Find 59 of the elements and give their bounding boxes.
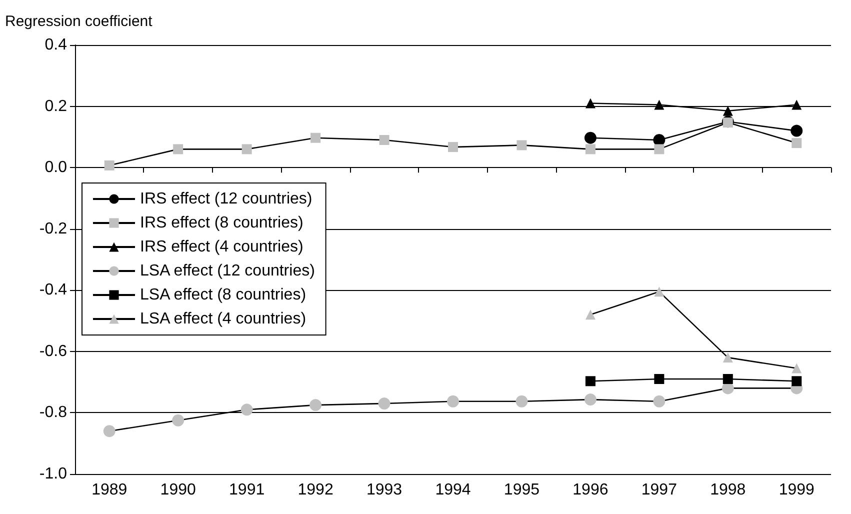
point	[722, 374, 733, 384]
x-tick-label: 1995	[504, 482, 540, 498]
point	[104, 160, 114, 170]
y-tick-label: -0.4	[39, 282, 68, 299]
legend-label: IRS effect (8 countries)	[140, 214, 304, 232]
point	[654, 374, 664, 384]
point	[103, 425, 116, 438]
point	[792, 138, 802, 148]
point	[172, 414, 184, 426]
x-tick-label: 1998	[710, 482, 746, 498]
point	[792, 100, 802, 110]
legend-label: LSA effect (4 countries)	[140, 310, 306, 328]
y-tick-label: 0.0	[44, 159, 68, 176]
point	[585, 376, 596, 386]
point	[654, 144, 664, 154]
y-tick-label: 0.4	[44, 36, 68, 54]
legend-label: LSA effect (8 countries)	[140, 286, 306, 304]
point	[585, 144, 596, 154]
y-tick-label: 0.2	[44, 98, 68, 115]
y-axis-title: Regression coefficient	[5, 13, 154, 30]
point	[584, 394, 596, 406]
legend-label: LSA effect (12 countries)	[140, 262, 315, 280]
x-tick-label: 1993	[366, 482, 402, 498]
point	[654, 286, 664, 297]
point	[242, 144, 252, 154]
point	[310, 399, 322, 412]
point	[448, 142, 458, 152]
point	[447, 395, 459, 408]
y-tick-label: -0.2	[39, 220, 68, 238]
point	[310, 132, 321, 143]
x-tick-label: 1997	[641, 482, 678, 498]
point	[585, 98, 596, 108]
point	[653, 395, 666, 408]
point	[792, 363, 802, 374]
point	[240, 404, 253, 416]
point	[378, 398, 390, 410]
y-tick-label: -1.0	[39, 466, 68, 482]
point	[516, 395, 528, 408]
point	[790, 124, 803, 137]
point	[585, 310, 596, 320]
x-tick-label: 1990	[160, 482, 196, 498]
y-tick-label: -0.6	[39, 342, 68, 360]
point	[654, 100, 664, 110]
point	[584, 132, 596, 144]
x-tick-label: 1994	[435, 482, 471, 498]
legend-label: IRS effect (12 countries)	[140, 190, 312, 208]
point	[722, 106, 733, 116]
point	[722, 352, 733, 363]
point	[379, 134, 390, 145]
x-tick-label: 1991	[229, 482, 265, 498]
x-tick-label: 1999	[778, 482, 815, 498]
x-tick-label: 1996	[572, 482, 608, 498]
point	[516, 140, 527, 150]
x-tick-label: 1989	[92, 482, 128, 498]
legend-label: IRS effect (4 countries)	[140, 238, 304, 256]
point	[173, 144, 184, 154]
point	[792, 376, 802, 386]
x-tick-label: 1992	[298, 482, 334, 498]
y-tick-label: -0.8	[39, 404, 68, 422]
